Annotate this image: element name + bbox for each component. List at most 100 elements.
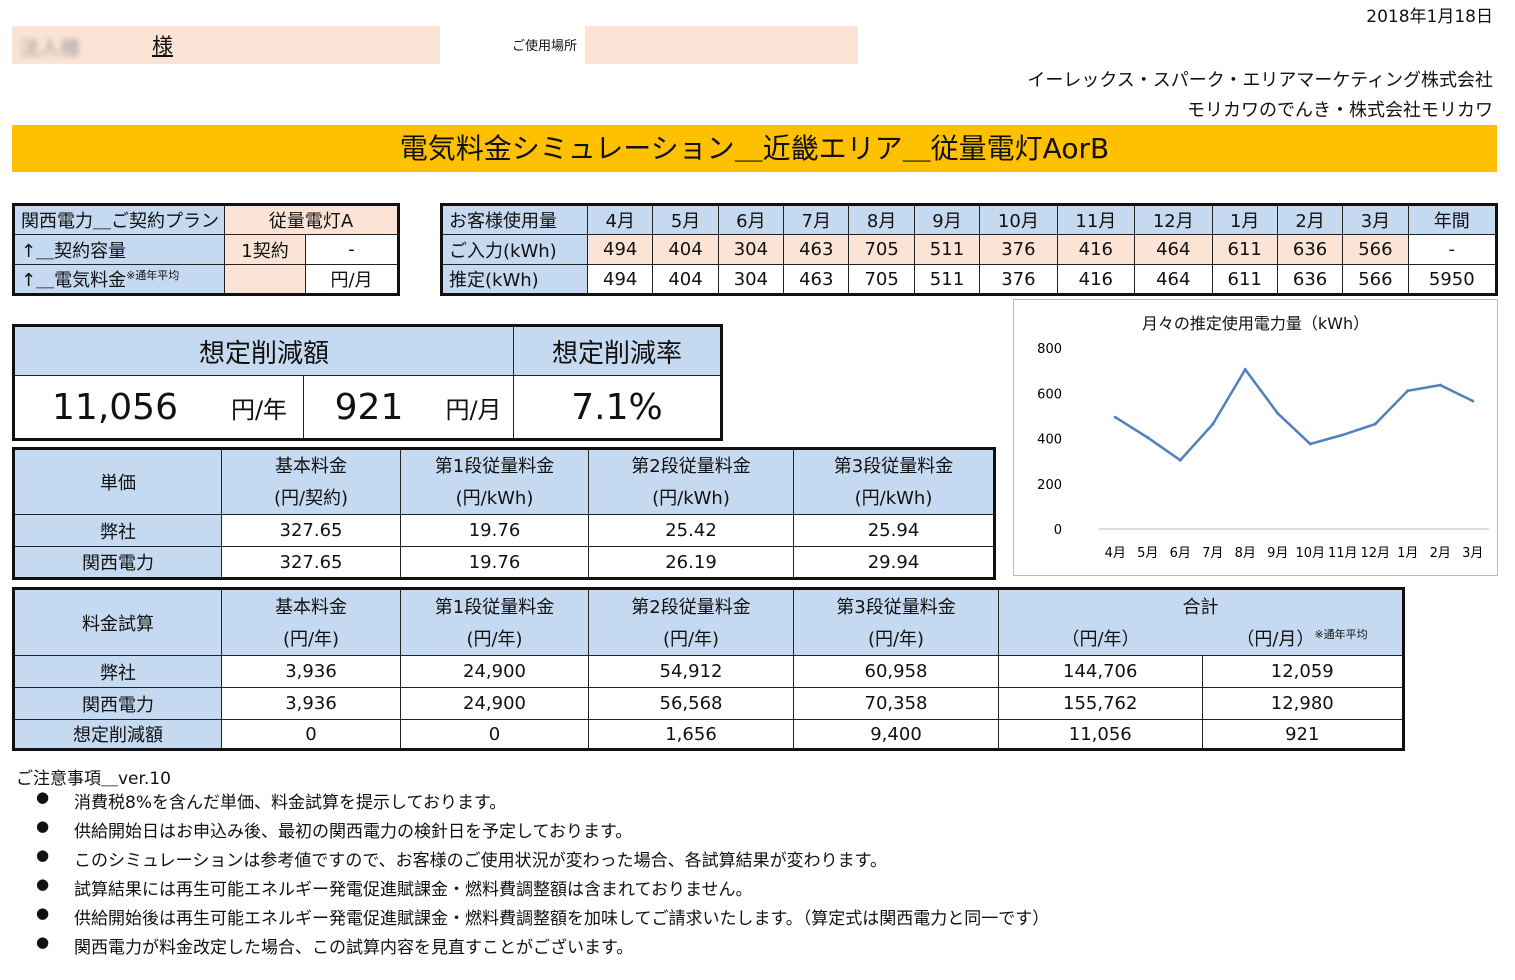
usage-est-cell: 304 [717,264,785,295]
calc-cell: 24,900 [400,655,589,688]
note-item: ● 供給開始後は再生可能エネルギー発電促進賦課金・燃料費調整額を加味してご請求いた… [36,904,1049,933]
bill-label-note: ※通年平均 [126,269,180,282]
usage-month-header: 10月 [979,204,1058,235]
data-point [1471,399,1475,403]
capacity-extra: - [305,234,399,265]
usage-month-header: 6月 [717,204,785,235]
calc-unit-base: (円/年) [221,621,401,656]
x-tick-label: 8月 [1235,546,1256,561]
bullet-icon: ● [36,904,50,922]
calc-table: 料金試算 基本料金 第1段従量料金 第2段従量料金 第3段従量料金 合計 (円/… [12,587,1405,751]
page-title: 電気料金シミュレーション＿近畿エリア＿従量電灯AorB [399,132,1110,165]
calc-cell: 12,980 [1201,687,1404,720]
usage-header-label: お客様使用量 [441,204,588,235]
note-text: 関西電力が料金改定した場合、この試算内容を見直すことがございます。 [74,938,634,958]
calc-cell: 11,056 [998,719,1203,750]
unit-price-header-base: 基本料金 [221,448,401,481]
usage-month-header: 11月 [1056,204,1136,235]
note-item: ● 供給開始日はお申込み後、最初の関西電力の検針日を予定しております。 [36,817,1049,846]
series-line [1114,367,1474,462]
usage-month-header: 5月 [652,204,719,235]
usage-input-cell: 376 [979,234,1058,265]
x-tick-label: 12月 [1360,546,1390,561]
usage-input-cell: 636 [1276,234,1344,265]
x-tick-label: 11月 [1328,546,1358,561]
data-point [1308,442,1312,446]
calc-cell: 54,912 [588,655,794,688]
usage-month-header: 年間 [1407,204,1498,235]
note-text: 供給開始日はお申込み後、最初の関西電力の検針日を予定しております。 [74,822,633,842]
calc-cell: 56,568 [588,687,794,720]
unit-price-unit-tier2: (円/kWh) [588,480,794,515]
data-point [1146,436,1150,440]
usage-input-cell: 566 [1342,234,1409,265]
unit-price-unit-tier1: (円/kWh) [400,480,589,515]
savings-yearly-value: 11,056 [13,375,215,440]
bullet-icon: ● [36,933,50,951]
bill-unit: 円/月 [305,264,399,295]
note-text: このシミュレーションは参考値ですので、お客様のご使用状況が変わった場合、各試算結… [74,851,887,871]
usage-month-header: 9月 [913,204,981,235]
title-banner: 電気料金シミュレーション＿近畿エリア＿従量電灯AorB [12,125,1497,172]
data-point [1373,422,1377,426]
unit-price-cell: 327.65 [221,546,401,579]
data-point [1178,458,1182,462]
calc-cell: 60,958 [793,655,999,688]
savings-monthly-value: 921 [303,375,434,440]
usage-est-cell: 416 [1056,264,1136,295]
unit-price-cell: 25.42 [588,514,794,547]
calc-row-name: 関西電力 [13,687,222,720]
calc-cell: 144,706 [998,655,1203,688]
usage-month-header: 8月 [848,204,915,235]
capacity-label: ↑＿契約容量 [13,234,225,265]
bullet-icon: ● [36,788,50,806]
calc-header-tier1: 第1段従量料金 [400,588,589,622]
unit-price-header-tier1: 第1段従量料金 [400,448,589,481]
unit-price-cell: 19.76 [400,514,589,547]
x-tick-label: 9月 [1267,546,1288,561]
note-item: ● このシミュレーションは参考値ですので、お客様のご使用状況が変わった場合、各試算… [36,846,1049,875]
usage-est-cell: 376 [979,264,1058,295]
bullet-icon: ● [36,875,50,893]
unit-price-cell: 26.19 [588,546,794,579]
savings-monthly-unit: 円/月 [434,375,514,440]
report-date: 2018年1月18日 [1366,7,1493,27]
location-input [585,26,858,64]
notes-list: ● 消費税8%を含んだ単価、料金試算を提示しております。 ● 供給開始日はお申込み後、… [36,788,1049,962]
savings-rate-value: 7.1% [513,375,722,440]
x-tick-label: 6月 [1170,546,1191,561]
unit-price-unit-tier3: (円/kWh) [793,480,995,515]
savings-amount-label: 想定削減額 [13,325,514,376]
calc-cell: 3,936 [221,655,401,688]
unit-price-cell: 327.65 [221,514,401,547]
y-tick-label: 600 [1037,387,1062,402]
usage-input-cell: 464 [1134,234,1213,265]
data-point [1438,383,1442,387]
bullet-icon: ● [36,817,50,835]
y-tick-label: 0 [1054,523,1062,538]
calc-unit-total-note: ※通年平均 [1314,628,1368,642]
note-item: ● 消費税8%を含んだ単価、料金試算を提示しております。 [36,788,1049,817]
contract-plan-label: 関西電力＿ご契約プラン [13,204,225,235]
usage-input-cell: 705 [848,234,915,265]
usage-month-header: 1月 [1211,204,1278,235]
savings-yearly-unit: 円/年 [215,375,304,440]
calc-unit-total-month: （円/月）※通年平均 [1202,621,1404,656]
calc-row-name: 弊社 [13,655,222,688]
calc-unit-tier2: (円/年) [588,621,794,656]
chart-plot: 0 200 400 600 800 4月 5月 6月 7月 8月 9月 10月 11月 12月 1月 2月 3月 [1037,342,1489,561]
note-text: 供給開始後は再生可能エネルギー発電促進賦課金・燃料費調整額を加味してご請求いたし… [74,909,1050,929]
unit-price-table: 単価 基本料金 第1段従量料金 第2段従量料金 第3段従量料金 (円/契約) (… [12,447,996,580]
customer-name-blurred: 法人様 [20,36,80,60]
data-point [1113,415,1117,419]
customer-sama: 様 [152,34,173,58]
usage-input-cell: 416 [1056,234,1136,265]
bullet-icon: ● [36,846,50,864]
data-point [1211,422,1215,426]
x-tick-label: 5月 [1137,546,1158,561]
usage-est-label: 推定(kWh) [441,264,588,295]
unit-price-cell: 25.94 [793,514,995,547]
x-tick-label: 1月 [1397,546,1418,561]
y-tick-label: 800 [1037,342,1062,357]
x-tick-label: 4月 [1105,546,1126,561]
